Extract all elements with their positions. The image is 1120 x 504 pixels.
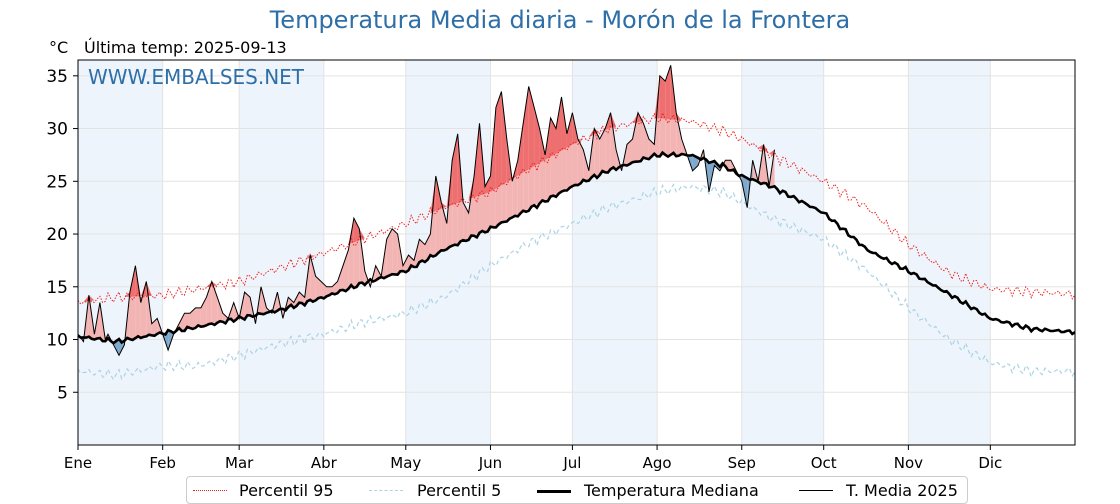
legend-label-p5: Percentil 5	[417, 481, 502, 500]
below-median-fill	[692, 154, 699, 171]
above-median-fill	[419, 239, 425, 263]
x-tick-label: Dic	[978, 454, 1002, 472]
y-tick-label: 15	[46, 278, 68, 298]
above-median-fill	[206, 281, 212, 326]
month-band	[572, 60, 658, 445]
above-median-fill	[310, 255, 316, 301]
above-median-fill	[583, 149, 589, 181]
above-median-fill	[337, 265, 343, 294]
series-line-p5	[77, 183, 1076, 381]
x-tick-label: Jun	[478, 454, 502, 472]
above-p95-fill	[550, 118, 557, 157]
series-line-median	[77, 150, 1076, 345]
last-temp-label: Última temp: 2025-09-13	[84, 38, 287, 57]
x-tick-label: May	[390, 454, 421, 472]
y-tick-label: 10	[46, 331, 68, 351]
legend-label-median: Temperatura Mediana	[584, 481, 759, 500]
series-line-mean2025	[77, 65, 775, 357]
above-p95-fill	[523, 86, 529, 173]
above-p95-fill	[304, 255, 311, 260]
above-median-fill	[200, 297, 207, 327]
y-unit-label: °C	[49, 38, 69, 57]
x-tick-label: Ene	[64, 454, 92, 472]
watermark: WWW.EMBALSES.NET	[88, 65, 305, 89]
y-tick-label: 5	[57, 383, 68, 403]
x-tick-label: Nov	[894, 454, 923, 472]
above-p95-fill	[528, 86, 535, 170]
month-band	[908, 60, 991, 445]
above-p95-fill	[566, 112, 573, 148]
above-median-fill	[403, 255, 409, 272]
legend: Percentil 95 Percentil 5 Temperatura Med…	[186, 476, 968, 504]
series-lines	[77, 65, 1076, 381]
above-p95-fill	[430, 176, 436, 214]
plot-frame	[77, 59, 1076, 446]
above-median-fill	[386, 228, 393, 277]
above-median-fill	[627, 139, 633, 166]
above-p95-fill	[446, 160, 453, 207]
x-tick-label: Jul	[562, 454, 581, 472]
axes: 5 10 15 20 25 30 35 Ene Feb Mar Abr May Jun Jul Ago Sep…	[46, 59, 1076, 472]
above-median-fill	[632, 112, 638, 163]
month-band	[741, 60, 824, 445]
month-band	[239, 60, 324, 445]
above-median-fill	[342, 249, 349, 290]
above-median-fill	[217, 297, 223, 323]
y-tick-label: 30	[46, 120, 68, 140]
above-p95-fill	[484, 176, 491, 194]
above-median-fill	[594, 128, 600, 175]
above-p95-fill	[758, 144, 764, 151]
above-p95-fill	[654, 75, 660, 119]
x-tick-label: Oct	[811, 454, 837, 472]
month-band	[78, 60, 163, 445]
above-p95-fill	[534, 107, 540, 167]
above-median-fill	[441, 202, 447, 251]
x-tick-label: Feb	[149, 454, 176, 472]
above-median-fill	[244, 292, 251, 320]
x-tick-label: Mar	[225, 454, 254, 472]
above-p95-fill	[353, 218, 360, 243]
above-median-fill	[392, 228, 398, 275]
above-p95-fill	[468, 176, 475, 200]
above-p95-fill	[665, 65, 671, 120]
anomaly-fills	[78, 65, 775, 356]
above-median-fill	[643, 123, 649, 160]
y-tick-label: 35	[46, 67, 68, 87]
legend-label-mean2025: T. Media 2025	[846, 481, 958, 500]
above-median-fill	[577, 139, 584, 186]
above-p95-fill	[452, 133, 458, 205]
above-median-fill	[189, 307, 196, 329]
above-median-fill	[676, 112, 682, 157]
above-p95-fill	[659, 75, 666, 119]
above-p95-fill	[556, 96, 562, 154]
above-p95-fill	[517, 123, 524, 176]
y-tick-label: 25	[46, 172, 68, 192]
above-median-fill	[332, 281, 338, 294]
above-p95-fill	[769, 149, 775, 157]
x-tick-label: Ago	[643, 454, 672, 472]
above-p95-fill	[88, 295, 95, 302]
above-median-fill	[179, 313, 185, 331]
above-p95-fill	[588, 128, 595, 138]
legend-label-p95: Percentil 95	[239, 481, 334, 500]
above-p95-fill	[501, 91, 507, 186]
above-median-fill	[211, 281, 218, 324]
above-p95-fill	[561, 96, 567, 151]
x-tick-label: Sep	[728, 454, 756, 472]
x-tick-label: Abr	[311, 454, 338, 472]
above-p95-fill	[474, 123, 480, 198]
above-median-fill	[637, 112, 644, 162]
above-median-fill	[315, 276, 322, 301]
above-median-fill	[195, 307, 201, 328]
above-median-fill	[463, 202, 469, 241]
above-median-fill	[599, 128, 606, 175]
y-tick-label: 20	[46, 225, 68, 245]
above-p95-fill	[599, 128, 606, 133]
chart-title: Temperatura Media diaria - Morón de la F…	[269, 6, 851, 34]
above-p95-fill	[495, 91, 502, 189]
above-median-fill	[725, 160, 731, 171]
